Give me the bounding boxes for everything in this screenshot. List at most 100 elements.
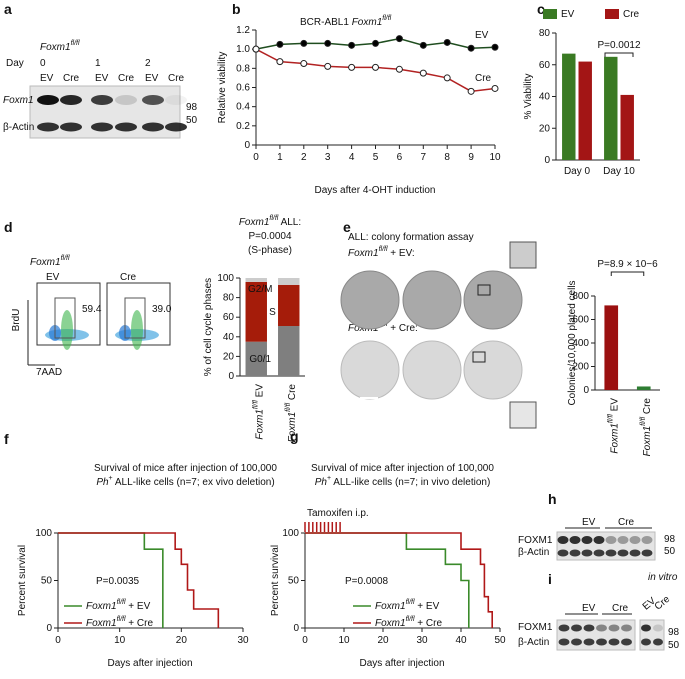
point: [372, 63, 379, 71]
row-label: Foxm1fl/fl + EV:: [348, 246, 415, 258]
band: [641, 536, 653, 544]
y-tick-label: 80: [223, 292, 235, 303]
y-tick-label: 0.2: [236, 120, 250, 131]
row-label: β-Actin: [518, 547, 549, 558]
day: 2: [145, 58, 151, 69]
survival-curve: [305, 532, 470, 628]
band: [558, 624, 570, 632]
x-tick-label: 9: [468, 152, 474, 163]
band: [605, 536, 617, 544]
y-tick-label: 200: [572, 361, 589, 372]
point: [276, 58, 284, 66]
zoom-inset: [509, 401, 537, 429]
band: [571, 624, 582, 632]
x-tick-label: 0: [302, 635, 308, 646]
band: [557, 536, 569, 544]
axis-label: BrdU: [11, 309, 22, 332]
band: [608, 638, 620, 646]
group-label: Cre: [618, 517, 635, 528]
y-tick-label: 0.4: [236, 101, 250, 112]
point: [372, 39, 379, 47]
y-tick-label: 0.8: [236, 63, 250, 74]
lane-label: EV: [40, 73, 54, 84]
y-tick-label: 0: [228, 371, 234, 382]
band: [653, 638, 663, 646]
point: [443, 38, 451, 46]
bar-segment: [245, 281, 267, 342]
chart-title: BCR-ABL1 Foxm1fl/fl: [300, 15, 392, 27]
point: [491, 84, 499, 92]
y-tick-label: 50: [288, 575, 300, 586]
zoom-box: [477, 284, 491, 296]
band: [593, 536, 605, 544]
x-tick-label: Day 0: [564, 166, 591, 177]
assay-title: ALL: colony formation assay: [348, 232, 474, 243]
flow-density: [61, 310, 73, 350]
band: [653, 624, 663, 632]
colony-well: [402, 270, 462, 330]
y-tick-label: 100: [217, 273, 234, 284]
x-tick-label: 20: [377, 635, 389, 646]
y-tick-label: 0: [544, 155, 550, 166]
panel-label: c: [537, 1, 545, 17]
annotation: P=0.0035: [96, 576, 140, 587]
x-axis-label: Days after injection: [359, 658, 444, 669]
point: [395, 35, 403, 43]
x-tick-label: 6: [397, 152, 403, 163]
zoom-inset: [509, 241, 537, 269]
blot: [556, 619, 636, 651]
blot: [639, 619, 665, 651]
series-label: Cre: [475, 73, 492, 84]
day-label: Day: [6, 58, 24, 69]
y-tick-label: 100: [282, 528, 299, 539]
bar: [604, 305, 619, 390]
x-tick-label: Foxm1fl/fl Cre: [640, 398, 652, 457]
y-tick-label: 100: [35, 528, 52, 539]
colony-well: [340, 270, 400, 330]
point: [467, 44, 475, 52]
band: [60, 122, 82, 132]
chart-title: Survival of mice after injection of 100,…: [311, 463, 494, 474]
point: [348, 63, 356, 71]
band: [37, 122, 59, 132]
band: [596, 624, 607, 632]
survival-curve: [305, 532, 493, 628]
x-tick-label: 20: [176, 635, 188, 646]
band: [621, 638, 632, 646]
size-marker: 98: [664, 534, 676, 545]
y-tick-label: 0: [46, 623, 52, 634]
bracket: [610, 271, 645, 276]
y-tick-label: 0: [244, 140, 250, 151]
panel-label: b: [232, 1, 241, 17]
band: [641, 549, 653, 557]
gate: [124, 297, 146, 339]
bar: [636, 386, 651, 390]
gate: [54, 297, 76, 339]
y-tick-label: 400: [572, 338, 589, 349]
band: [629, 549, 641, 557]
panel-label: i: [548, 571, 552, 587]
band: [583, 624, 595, 632]
band: [593, 549, 605, 557]
bar-segment: [245, 341, 267, 376]
point: [252, 45, 260, 53]
colony-well: [463, 340, 523, 400]
y-tick-label: 60: [539, 59, 551, 70]
chart-title: P=0.0004: [248, 231, 292, 242]
annotation: P=8.9 × 10−6: [597, 259, 658, 270]
y-axis-label: Percent survival: [270, 545, 281, 616]
chart-title: Ph+ ALL-like cells (n=7; in vivo deletio…: [315, 475, 491, 487]
x-tick-label: 0: [55, 635, 61, 646]
point: [443, 74, 451, 82]
band: [115, 122, 137, 132]
point: [467, 87, 475, 95]
point: [348, 41, 356, 49]
band: [37, 95, 59, 105]
x-axis-label: Days after injection: [107, 658, 192, 669]
band: [621, 624, 632, 632]
x-tick-label: 5: [373, 152, 379, 163]
chart-title: Foxm1fl/fl ALL:: [239, 215, 301, 227]
band: [617, 549, 629, 557]
y-axis-label: Colonies/10,000 plated cells: [567, 280, 578, 405]
